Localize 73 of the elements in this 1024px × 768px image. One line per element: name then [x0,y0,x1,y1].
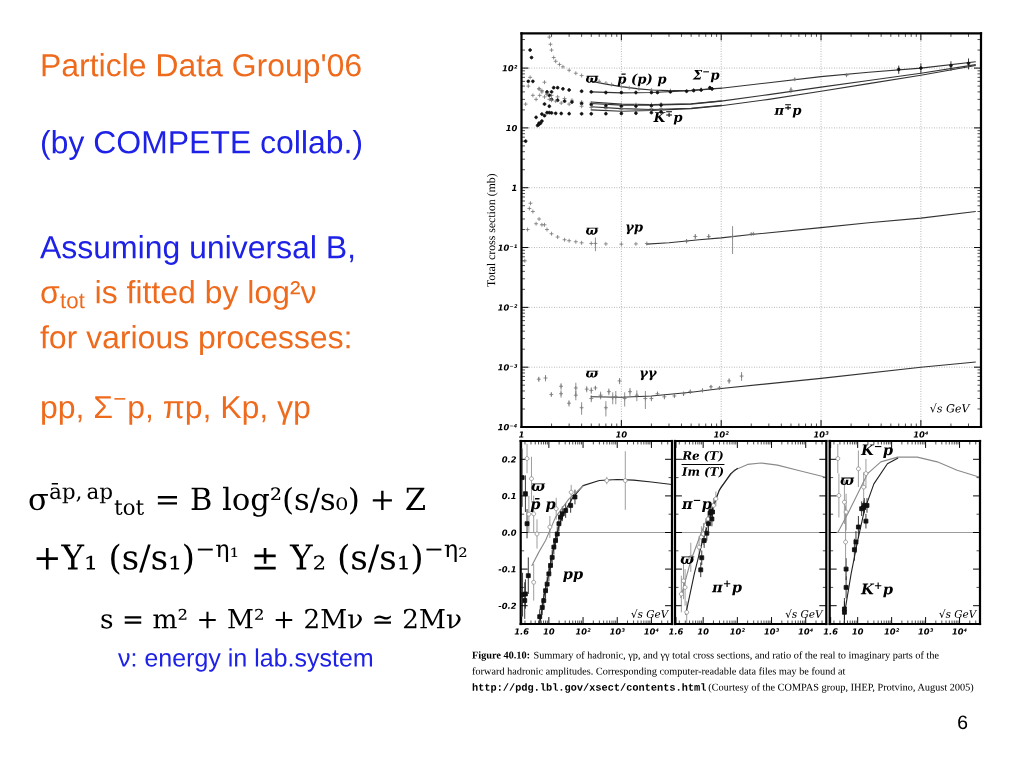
y-tick-label: 10⁻¹ [498,244,517,251]
text: (by COMPETE collab.) [41,130,362,160]
x-tick-label: 10⁴ [798,628,813,635]
x-tick-label: 10³ [813,431,829,438]
x-axis-title: √s GeV [930,403,971,413]
y-tick-label: -0.2 [498,602,517,609]
annotation: ϖ [680,556,695,564]
x-tick-label: 1 [518,431,524,438]
x-tick-label: 1.6 [823,628,838,635]
text: Summary of hadronic, γp, and γγ total cross sections, and ratio of the real to imaginary parts of the [534,651,939,661]
annotation: ϖ [585,227,599,235]
x-axis-title: √s GeV [939,609,978,618]
annotation: π$^{−}$p [681,499,712,512]
y-tick-label: 1 [511,184,517,191]
x-tick-label: 10 [543,628,555,635]
annotation: π$^{∓}$p [774,104,802,118]
y-tick-label: 10⁻² [498,304,518,311]
text: pp, Σ$^{−}$p, πp, Kp, γp [42,396,310,425]
text: for various processes: [40,325,350,355]
y-tick-label: 0.1 [502,492,516,500]
y-tick-label: 0.0 [502,529,517,536]
y-tick-label: 10² [502,65,518,72]
text: Particle Data Group'06 [42,53,361,83]
x-tick-label: 10⁴ [644,628,659,635]
text: 6 [958,715,968,730]
text: Assuming universal B, [40,235,354,265]
text: s = m² + M² + 2Mν ≃ 2Mν [101,608,461,629]
caption: Figure 40.10: [472,651,530,661]
text: +Y₁ (s/s₁)$^{−η₁}$ ± Y₂ (s/s₁)$^{−η₂}$ [36,543,467,575]
x-tick-label: 10⁴ [913,431,929,438]
annotation: γγ [640,370,657,381]
text: (Courtesy of the COMPAS group, IHEP, Protvino, August 2005) [708,683,974,693]
y-tick-label: -0.1 [498,566,516,573]
annotation: γp [626,224,643,235]
annotation: Σ$^{−}$p [692,69,720,83]
text: σ$_{tot}$ is fitted by log²ν [41,279,316,310]
x-tick-label: 10² [575,628,591,635]
x-tick-label: 10 [852,628,864,635]
x-axis-title: √s GeV [785,609,824,618]
annotation: K$^{−}$p [860,444,893,459]
x-tick-label: 1.6 [668,628,684,635]
y-tick-label: 10⁻⁴ [498,423,517,431]
annotation: K$^{+}$p [860,582,893,598]
x-tick-label: 10 [697,628,709,635]
y-tick-label: 10⁻³ [498,364,518,371]
x-tick-label: 10 [615,431,627,438]
annotation: p̄ p [530,498,556,513]
text: σ$^{āp,ap}$$_{tot}$ = B log²(s/s₀) + Z [29,482,425,517]
text: ν: energy in lab.system [118,648,373,672]
x-tick-label: 10² [730,628,745,635]
annotation: ϖ [585,75,599,83]
x-tick-label: 10³ [609,628,625,635]
text: http://pdg.lbl.gov/xsect/contents.html [472,683,706,693]
annotation: ϖ [531,483,546,491]
x-tick-label: 10² [713,431,729,438]
annotation: p̄ (p) p [617,73,667,87]
annotation: pp [563,571,583,583]
annotation: ϖ [585,370,599,378]
x-tick-label: 1.6 [514,628,529,635]
annotation: π$^{+}$p [711,580,742,596]
annotation: K$^{∓}$p [653,111,683,125]
x-axis-title: √s GeV [631,609,670,618]
x-tick-label: 10⁴ [952,628,967,635]
x-tick-label: 10³ [918,628,934,635]
annotation: Im (T) [681,466,724,478]
x-tick-label: 10² [884,628,900,635]
y-tick-label: 10 [506,124,518,132]
text: forward hadronic amplitudes. Corresponding computer-readable data files may be found at [472,667,846,677]
y-tick-label: 0.2 [502,456,517,463]
y-axis-title: Total cross section (mb) [486,173,498,287]
annotation: Re (T) [682,450,723,462]
annotation: ϖ [840,477,855,486]
x-tick-label: 10³ [764,628,780,635]
